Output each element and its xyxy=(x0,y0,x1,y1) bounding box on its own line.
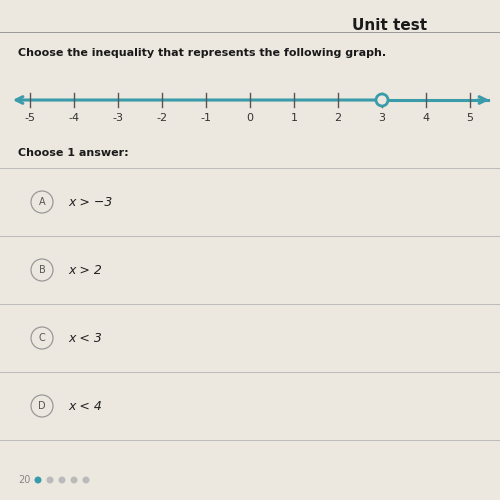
Text: -5: -5 xyxy=(24,113,36,123)
Circle shape xyxy=(31,259,53,281)
Text: 0: 0 xyxy=(246,113,254,123)
Text: Choose the inequality that represents the following graph.: Choose the inequality that represents th… xyxy=(18,48,386,58)
Text: 3: 3 xyxy=(378,113,386,123)
Text: 2: 2 xyxy=(334,113,342,123)
Text: x < 4: x < 4 xyxy=(68,400,102,412)
Circle shape xyxy=(31,191,53,213)
Text: x < 3: x < 3 xyxy=(68,332,102,344)
Text: 20: 20 xyxy=(18,475,30,485)
Circle shape xyxy=(58,476,66,484)
Text: -4: -4 xyxy=(68,113,80,123)
Text: D: D xyxy=(38,401,46,411)
Circle shape xyxy=(31,395,53,417)
Text: A: A xyxy=(38,197,46,207)
Circle shape xyxy=(34,476,42,484)
Text: -1: -1 xyxy=(200,113,211,123)
Text: B: B xyxy=(38,265,46,275)
Text: 1: 1 xyxy=(290,113,298,123)
Text: x > −3: x > −3 xyxy=(68,196,112,208)
Text: 4: 4 xyxy=(422,113,430,123)
Circle shape xyxy=(376,94,388,106)
Circle shape xyxy=(31,327,53,349)
Text: -3: -3 xyxy=(112,113,124,123)
Text: Choose 1 answer:: Choose 1 answer: xyxy=(18,148,128,158)
Text: 5: 5 xyxy=(466,113,473,123)
Text: -2: -2 xyxy=(156,113,168,123)
Circle shape xyxy=(46,476,54,484)
Text: C: C xyxy=(38,333,46,343)
Circle shape xyxy=(70,476,78,484)
Text: x > 2: x > 2 xyxy=(68,264,102,276)
Text: Unit test: Unit test xyxy=(352,18,428,33)
Circle shape xyxy=(82,476,89,484)
